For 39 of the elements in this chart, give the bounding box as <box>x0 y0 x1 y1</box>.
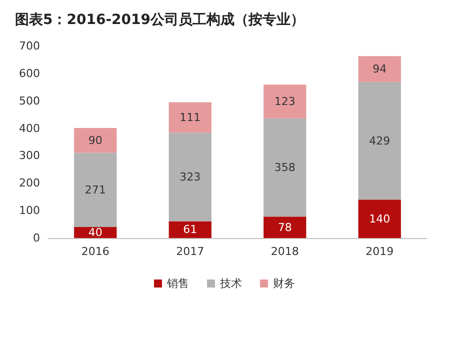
y-tick-label: 100 <box>19 204 40 218</box>
data-label: 78 <box>278 220 292 234</box>
data-label: 271 <box>84 183 106 196</box>
y-tick-label: 600 <box>19 66 40 80</box>
bar <box>264 216 306 238</box>
bar <box>358 200 401 238</box>
chart-title: 图表5：2016-2019公司员工构成（按专业） <box>15 11 304 28</box>
data-label: 40 <box>88 226 102 240</box>
data-label: 111 <box>180 110 201 124</box>
data-label: 90 <box>88 134 102 147</box>
bar <box>264 84 306 118</box>
bar <box>168 132 212 222</box>
legend-label: 财务 <box>273 277 295 290</box>
y-tick-label: 0 <box>33 232 40 244</box>
bar <box>168 102 212 133</box>
y-tick-label: 500 <box>19 94 40 108</box>
bar <box>264 118 306 217</box>
y-tick-label: 400 <box>19 122 40 135</box>
bar <box>358 82 401 200</box>
x-tick-label: 2018 <box>270 245 299 258</box>
data-label: 429 <box>369 134 390 148</box>
x-tick-label: 2019 <box>366 245 394 258</box>
data-label: 94 <box>372 62 387 76</box>
bar <box>168 221 212 238</box>
y-tick-label: 200 <box>19 176 40 190</box>
data-label: 61 <box>183 223 198 236</box>
y-tick-label: 300 <box>19 149 40 162</box>
x-tick-label: 2017 <box>176 245 204 258</box>
bar <box>74 128 117 153</box>
y-tick-label: 700 <box>19 40 40 52</box>
legend-label: 销售 <box>166 277 189 290</box>
data-label: 358 <box>274 161 296 174</box>
data-label: 323 <box>180 170 201 184</box>
legend-label: 技术 <box>219 277 242 290</box>
bar <box>358 56 401 82</box>
data-label: 123 <box>274 95 296 108</box>
bar <box>74 152 117 228</box>
data-label: 140 <box>369 212 390 226</box>
x-tick-label: 2016 <box>81 245 110 258</box>
